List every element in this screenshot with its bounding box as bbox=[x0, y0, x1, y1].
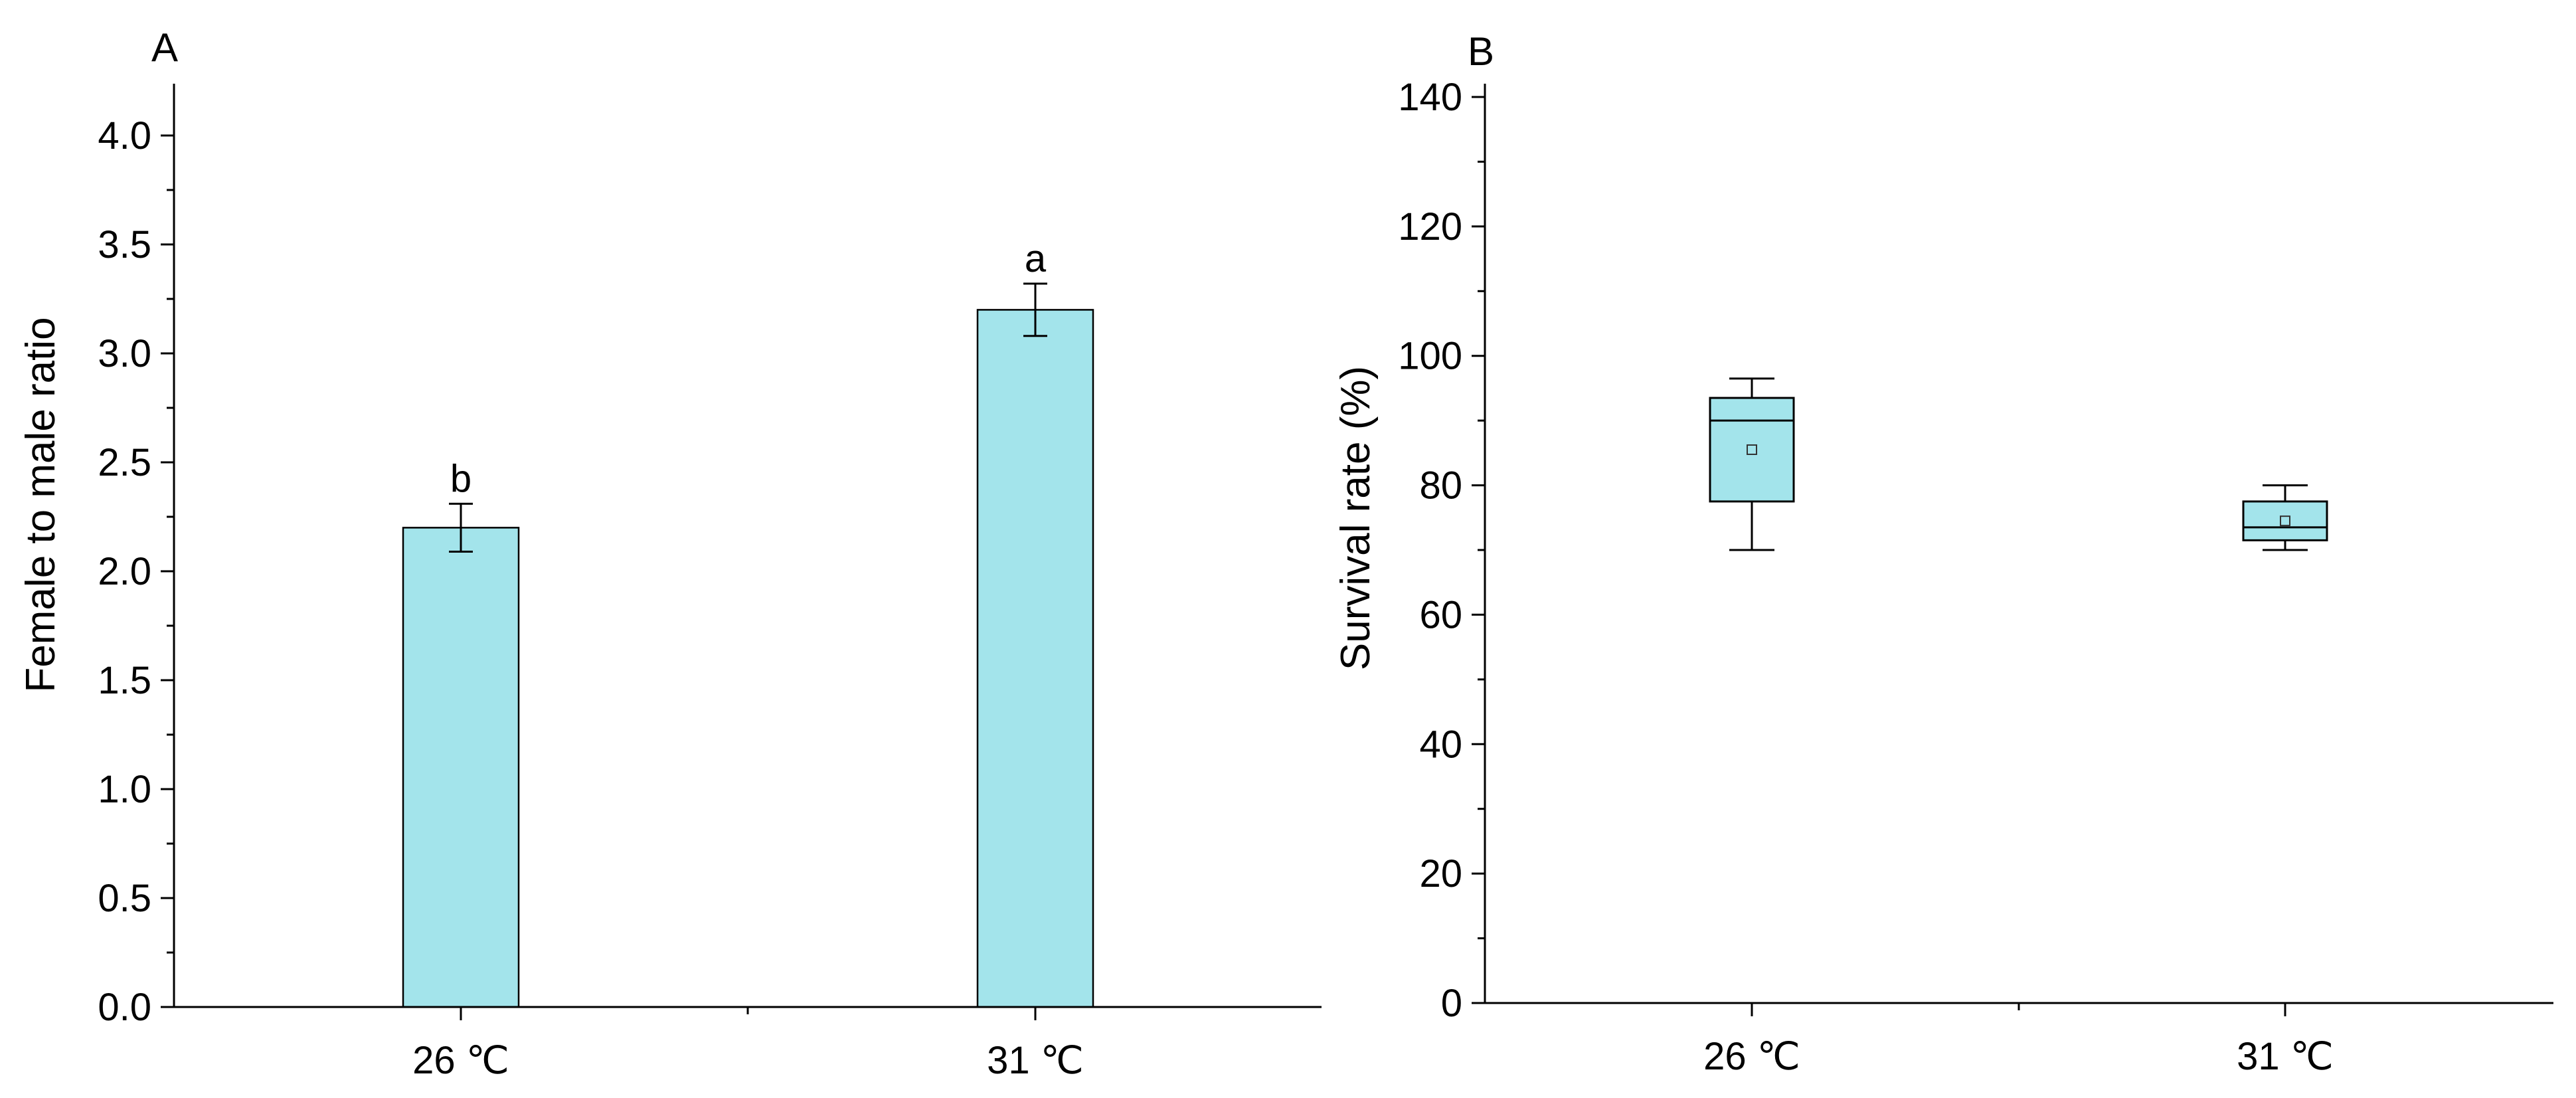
panel-a-y-tick-label: 1.0 bbox=[98, 768, 151, 811]
panel-a-y-tick-label: 3.5 bbox=[98, 223, 151, 266]
mean-marker bbox=[2280, 515, 2290, 527]
panel-a-bar-chart: A Female to male ratio b a 0.0 0.5 1.0 1.5 2.… bbox=[18, 25, 1322, 1082]
box bbox=[2242, 500, 2328, 541]
panel-b-y-axis-label: Survival rate (%) bbox=[1333, 366, 1379, 670]
panel-b-y-tick-label: 120 bbox=[1398, 205, 1462, 248]
panel-b-label: B bbox=[1468, 29, 1494, 74]
panel-b-x-tick-label: 26 ℃ bbox=[1703, 1035, 1800, 1078]
panel-a-x-tick-label: 31 ℃ bbox=[987, 1039, 1084, 1082]
panel-a-y-tick-label: 0.5 bbox=[98, 877, 151, 920]
panel-a-y-tick-label: 1.5 bbox=[98, 659, 151, 702]
panel-b-y-tick-label: 20 bbox=[1419, 852, 1462, 895]
panel-b-y-tick-label: 100 bbox=[1398, 335, 1462, 378]
significance-letter: b bbox=[450, 457, 472, 500]
panel-b-y-tick-label: 60 bbox=[1419, 593, 1462, 636]
panel-a-y-tick-label: 0.0 bbox=[98, 986, 151, 1029]
panel-a-y-tick-label: 4.0 bbox=[98, 114, 151, 157]
box bbox=[1709, 397, 1795, 503]
panel-b-y-tick-label: 40 bbox=[1419, 723, 1462, 766]
panel-b-y-tick-label: 140 bbox=[1398, 76, 1462, 119]
panel-b-y-tick-label: 80 bbox=[1419, 464, 1462, 507]
panel-a-y-tick-label: 3.0 bbox=[98, 332, 151, 375]
panel-b-box-plot: B Survival rate (%) 0 20 40 60 80 100 120 140 26… bbox=[1333, 29, 2553, 1078]
panel-b-x-tick-label: 31 ℃ bbox=[2237, 1035, 2334, 1078]
bar bbox=[402, 527, 520, 1008]
panel-a-y-tick-label: 2.5 bbox=[98, 441, 151, 484]
panel-a-y-tick-label: 2.0 bbox=[98, 550, 151, 593]
mean-marker bbox=[1747, 444, 1757, 455]
significance-letter: a bbox=[1025, 237, 1047, 280]
panel-a-x-tick-label: 26 ℃ bbox=[412, 1039, 509, 1082]
panel-a-y-axis-label: Female to male ratio bbox=[18, 317, 64, 692]
bar bbox=[976, 309, 1094, 1008]
panel-a-label: A bbox=[151, 25, 178, 70]
panel-b-y-tick-label: 0 bbox=[1441, 982, 1462, 1025]
